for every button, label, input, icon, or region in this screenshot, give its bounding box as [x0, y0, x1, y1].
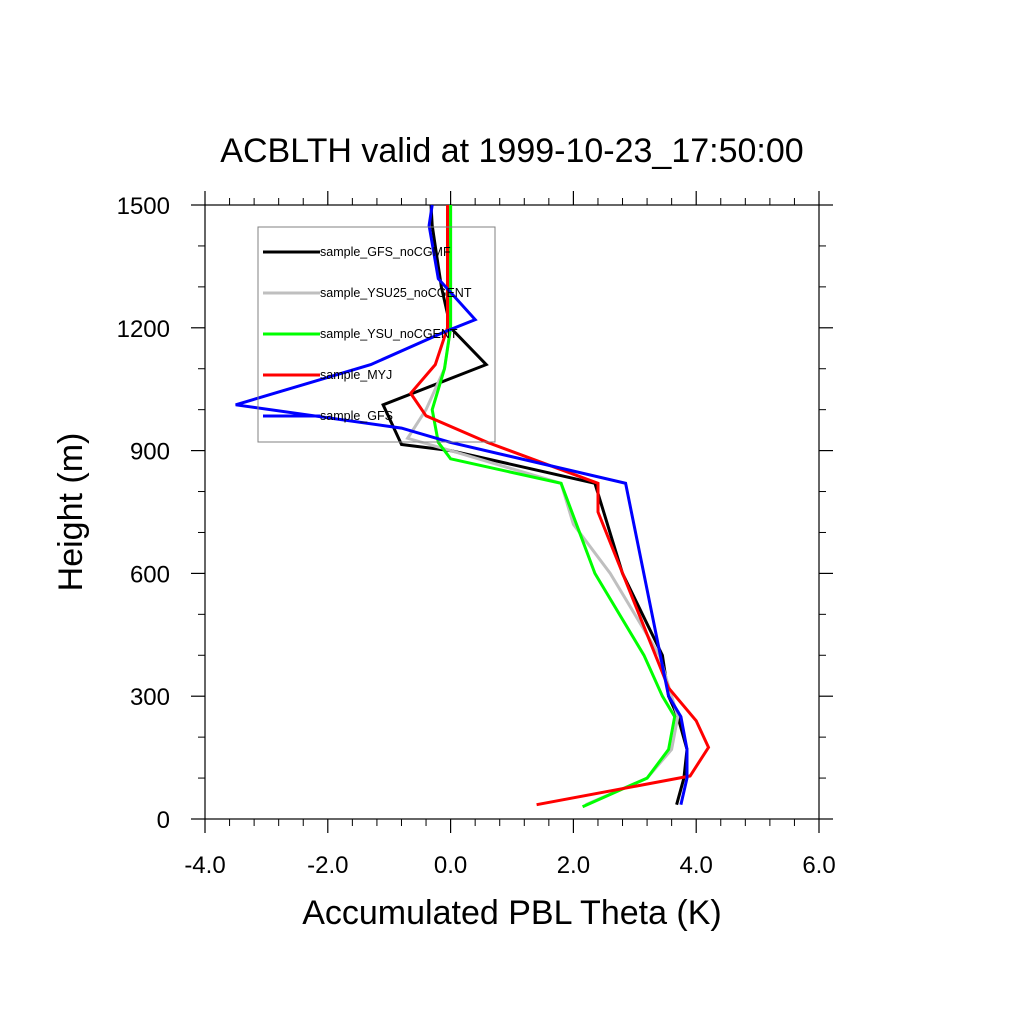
x-axis-title: Accumulated PBL Theta (K) [302, 894, 722, 932]
plot-area [204, 204, 820, 820]
y-tick-label: 900 [130, 439, 170, 466]
x-tick-label: 2.0 [557, 852, 590, 879]
legend-entry: sample_YSU_noCGENT [320, 327, 458, 341]
plot-border [204, 204, 820, 820]
legend-box [257, 226, 496, 443]
x-tick-label: 4.0 [680, 852, 713, 879]
y-tick-label: 0 [157, 807, 170, 834]
y-tick-label: 300 [130, 684, 170, 711]
legend-entry: sample_GFS_noCGMF [320, 245, 451, 259]
x-tick-label: -2.0 [307, 852, 348, 879]
legend-entry: sample_YSU25_noCGENT [320, 286, 472, 300]
y-tick-label: 600 [130, 561, 170, 588]
series-line-sample-ysu-nocgent [430, 205, 677, 809]
y-tick-label: 1200 [117, 316, 170, 343]
axis-tick-labels: -4.0 -2.0 0.0 2.0 4.0 6.0 0 300 600 900 1200 1500 [117, 193, 836, 879]
x-tick-label: 6.0 [802, 852, 835, 879]
chart-title: ACBLTH valid at 1999-10-23_17:50:00 [220, 132, 803, 170]
axis-ticks [191, 191, 833, 833]
series-line-sample-myj [408, 205, 711, 807]
x-tick-label: -4.0 [184, 852, 225, 879]
series-lines [235, 204, 711, 809]
legend-entry: sample_MYJ [320, 368, 392, 382]
y-axis-title: Height (m) [52, 433, 90, 592]
y-tick-label: 1500 [117, 193, 170, 220]
legend-entry: sample_GFS [320, 409, 393, 423]
series-line-sample-gfs [235, 204, 689, 806]
legend: sample_GFS_noCGMF sample_YSU25_noCGENTsam… [257, 226, 496, 443]
x-tick-label: 0.0 [434, 852, 467, 879]
